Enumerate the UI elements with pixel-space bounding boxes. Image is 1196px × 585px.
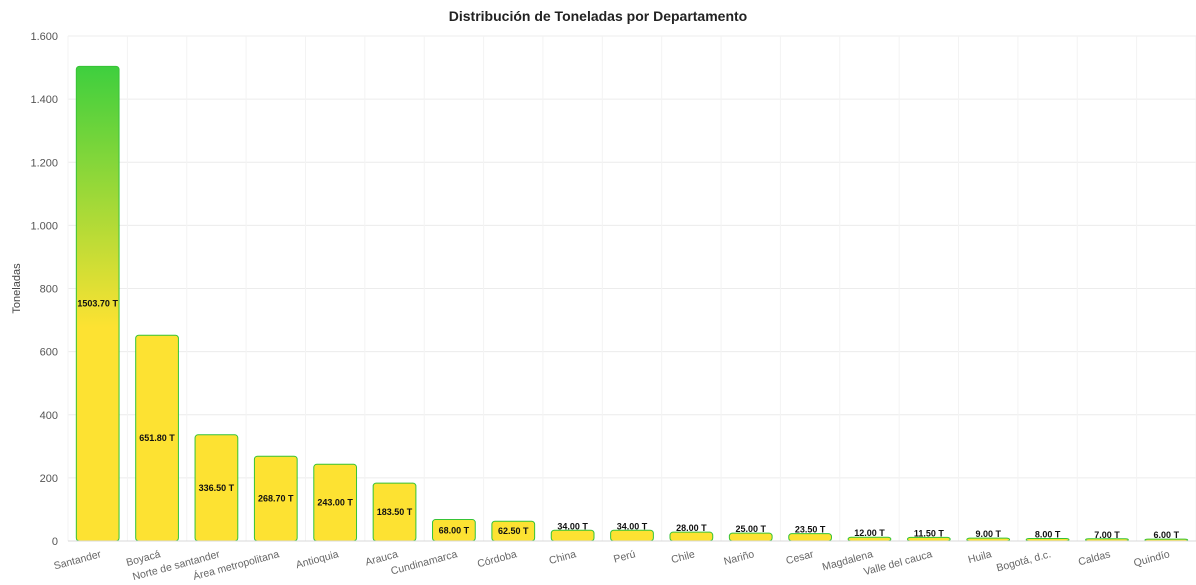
data-label: 183.50 T <box>377 507 413 517</box>
data-label: 34.00 T <box>557 521 588 531</box>
y-tick-label: 400 <box>40 410 58 422</box>
bar-nari-o[interactable] <box>728 532 773 542</box>
x-tick-label: Quindío <box>1132 548 1171 569</box>
data-label: 651.80 T <box>139 433 175 443</box>
x-tick-label: China <box>548 548 578 567</box>
x-tick-label: Caldas <box>1077 548 1112 568</box>
data-label: 23.50 T <box>795 525 826 535</box>
data-label: 1503.70 T <box>77 299 118 309</box>
x-tick-label: Cundinamarca <box>390 548 459 577</box>
y-tick-label: 200 <box>40 473 58 485</box>
bar-cesar[interactable] <box>788 533 832 542</box>
y-tick-label: 0 <box>52 536 58 548</box>
data-label: 34.00 T <box>617 521 648 531</box>
data-label: 243.00 T <box>317 498 353 508</box>
data-label: 25.00 T <box>735 524 766 534</box>
x-tick-label: Perú <box>612 548 637 565</box>
y-tick-label: 1.200 <box>30 157 58 169</box>
x-tick-label: Huila <box>967 548 993 566</box>
x-tick-label: Chile <box>670 548 696 566</box>
data-label: 6.00 T <box>1154 530 1180 540</box>
chart-title: Distribución de Toneladas por Departamen… <box>448 8 748 24</box>
bar-chile[interactable] <box>669 531 714 542</box>
y-tick-label: 1.400 <box>30 94 58 106</box>
x-tick-label: Córdoba <box>476 548 518 570</box>
y-tick-label: 1.000 <box>30 220 58 232</box>
y-axis-label: Toneladas <box>11 263 23 314</box>
x-tick-label: Bogotá, d.c. <box>995 548 1052 574</box>
y-tick-label: 600 <box>40 347 58 359</box>
data-label: 336.50 T <box>199 483 235 493</box>
x-tick-label: Antioquia <box>295 548 341 571</box>
x-tick-label: Valle del cauca <box>862 548 933 578</box>
x-tick-label: Cesar <box>785 548 816 567</box>
data-label: 68.00 T <box>439 525 470 535</box>
data-label: 268.70 T <box>258 494 294 504</box>
x-tick-label: Santander <box>53 548 103 572</box>
y-tick-label: 1.600 <box>30 31 58 43</box>
data-label: 8.00 T <box>1035 529 1061 539</box>
data-label: 9.00 T <box>975 529 1001 539</box>
x-tick-label: Nariño <box>723 548 756 568</box>
y-tick-label: 800 <box>40 284 58 296</box>
data-label: 62.50 T <box>498 526 529 536</box>
bar-per-[interactable] <box>610 529 654 542</box>
data-label: 11.50 T <box>914 528 945 538</box>
data-label: 28.00 T <box>676 523 707 533</box>
bar-china[interactable] <box>550 529 595 542</box>
data-label: 12.00 T <box>854 528 885 538</box>
data-label: 7.00 T <box>1094 530 1120 540</box>
